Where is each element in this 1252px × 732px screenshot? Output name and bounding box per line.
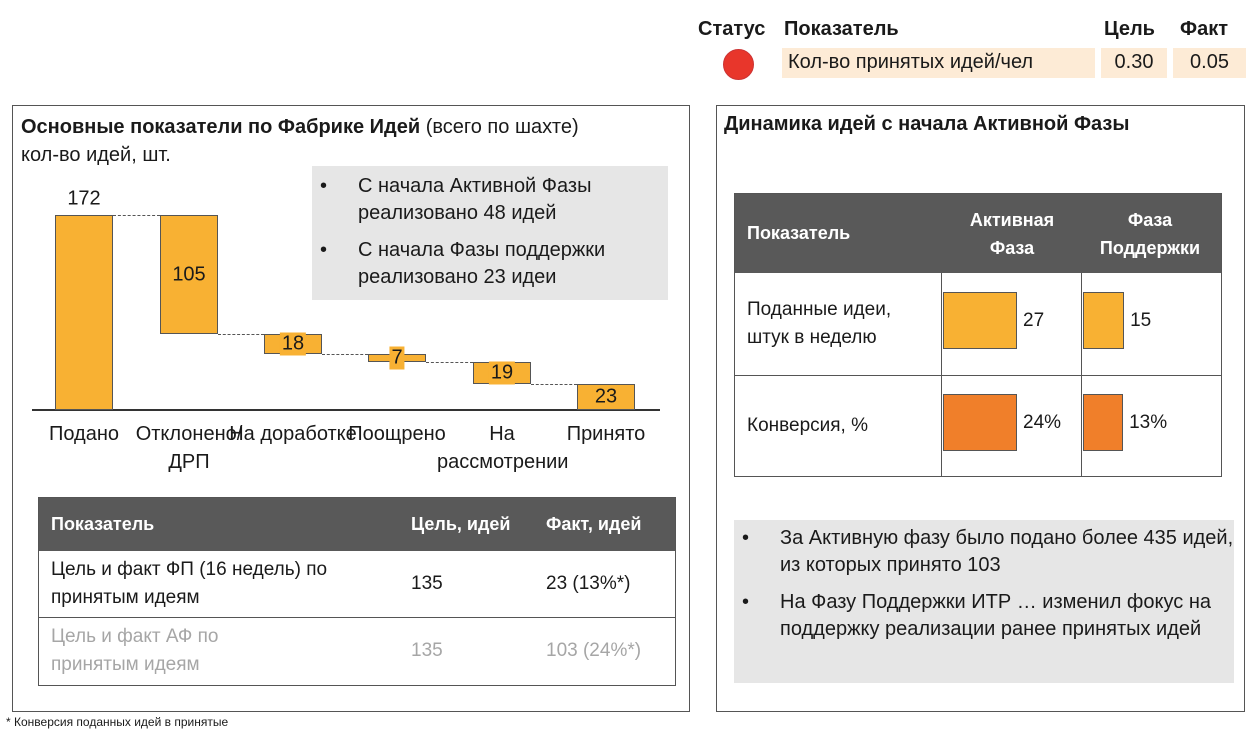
metric-value-support: 15 [1130,309,1152,331]
rrow2-label: Конверсия, % [747,415,868,436]
connector-line [531,383,577,385]
status-header: Статус [698,18,766,40]
metric-value-active: 27 [1023,309,1045,331]
right-notes: За Активную фазу было подано более 435 и… [734,520,1234,683]
row1-fact: 23 (13%*) [546,573,631,594]
left-title: Основные показатели по Фабрике Идей (все… [21,113,579,169]
left-subtitle: кол-во идей, шт. [21,144,171,166]
category-label: На доработке [229,423,357,445]
connector-line [113,215,160,216]
footnote: * Конверсия поданных идей в принятые [6,715,229,729]
connector-line [322,354,368,356]
indicator-target: 0.30 [1101,48,1167,78]
left-title-rest: (всего по шахте) [420,116,579,138]
note-item: С начала Активной Фазы реализовано 48 ид… [312,173,668,227]
category-label: Поощрено [348,423,446,445]
right-title: Динамика идей с начала Активной Фазы [724,113,1130,135]
metric-value-active: 24% [1023,411,1062,433]
right-panel [716,105,1245,712]
target-header: Цель [1104,18,1155,40]
waterfall-chart: 172 Подано 105 Отклонено/ ДРП 18 На доработке… [0,0,690,480]
value-label: 23 [592,385,620,409]
left-panel [12,105,690,712]
th-fact: Факт, идей [546,514,642,534]
right-table: Показатель Активная Фаза Фаза Поддержки … [734,193,1222,477]
value-label: 18 [279,332,307,356]
x-axis [32,409,660,411]
value-label: 105 [170,263,208,287]
category-label: На рассмотрении [437,423,569,473]
category-label: Принято [566,423,646,445]
fact-header: Факт [1180,18,1228,40]
row2-fact: 103 (24%*) [546,640,642,661]
row1-label: Цель и факт ФП (16 недель) по принятым и… [51,559,328,608]
note-item: На Фазу Поддержки ИТР … изменил фокус на… [734,589,1234,643]
category-label: Подано [48,423,120,445]
rth-support: Фаза Поддержки [1099,209,1201,258]
metric-bar-active [943,292,1017,349]
left-table: Показатель Цель, идей Факт, идей Цель и … [38,497,676,686]
left-notes: С начала Активной Фазы реализовано 48 ид… [312,166,668,300]
row2-target: 135 [411,640,443,661]
rth-active: Активная Фаза [969,209,1055,258]
metric-bar-support [1083,394,1124,451]
category-label: Отклонено/ ДРП [135,423,243,473]
status-indicator-icon [723,49,754,80]
waterfall-bar [55,215,113,410]
metric-value-support: 13% [1129,411,1168,433]
value-label: 7 [389,346,405,370]
indicator-fact: 0.05 [1173,48,1246,78]
indicator-name: Кол-во принятых идей/чел [782,48,1095,78]
connector-line [426,362,473,364]
note-item: С начала Фазы поддержки реализовано 23 и… [312,237,668,291]
row1-target: 135 [411,573,443,594]
th-target: Цель, идей [411,514,511,534]
connector-line [218,334,264,336]
value-label: 19 [488,361,516,385]
indicator-header: Показатель [784,18,899,40]
note-item: За Активную фазу было подано более 435 и… [734,525,1234,579]
metric-bar-support [1083,292,1125,349]
left-title-bold: Основные показатели по Фабрике Идей [21,116,421,138]
metric-bar-active [943,394,1017,451]
row2-label: Цель и факт АФ по принятым идеям [51,626,219,675]
rrow1-label: Поданные идеи, штук в неделю [747,299,892,348]
rth-indicator: Показатель [747,223,851,243]
value-label: 172 [67,187,101,210]
th-indicator: Показатель [51,514,155,534]
